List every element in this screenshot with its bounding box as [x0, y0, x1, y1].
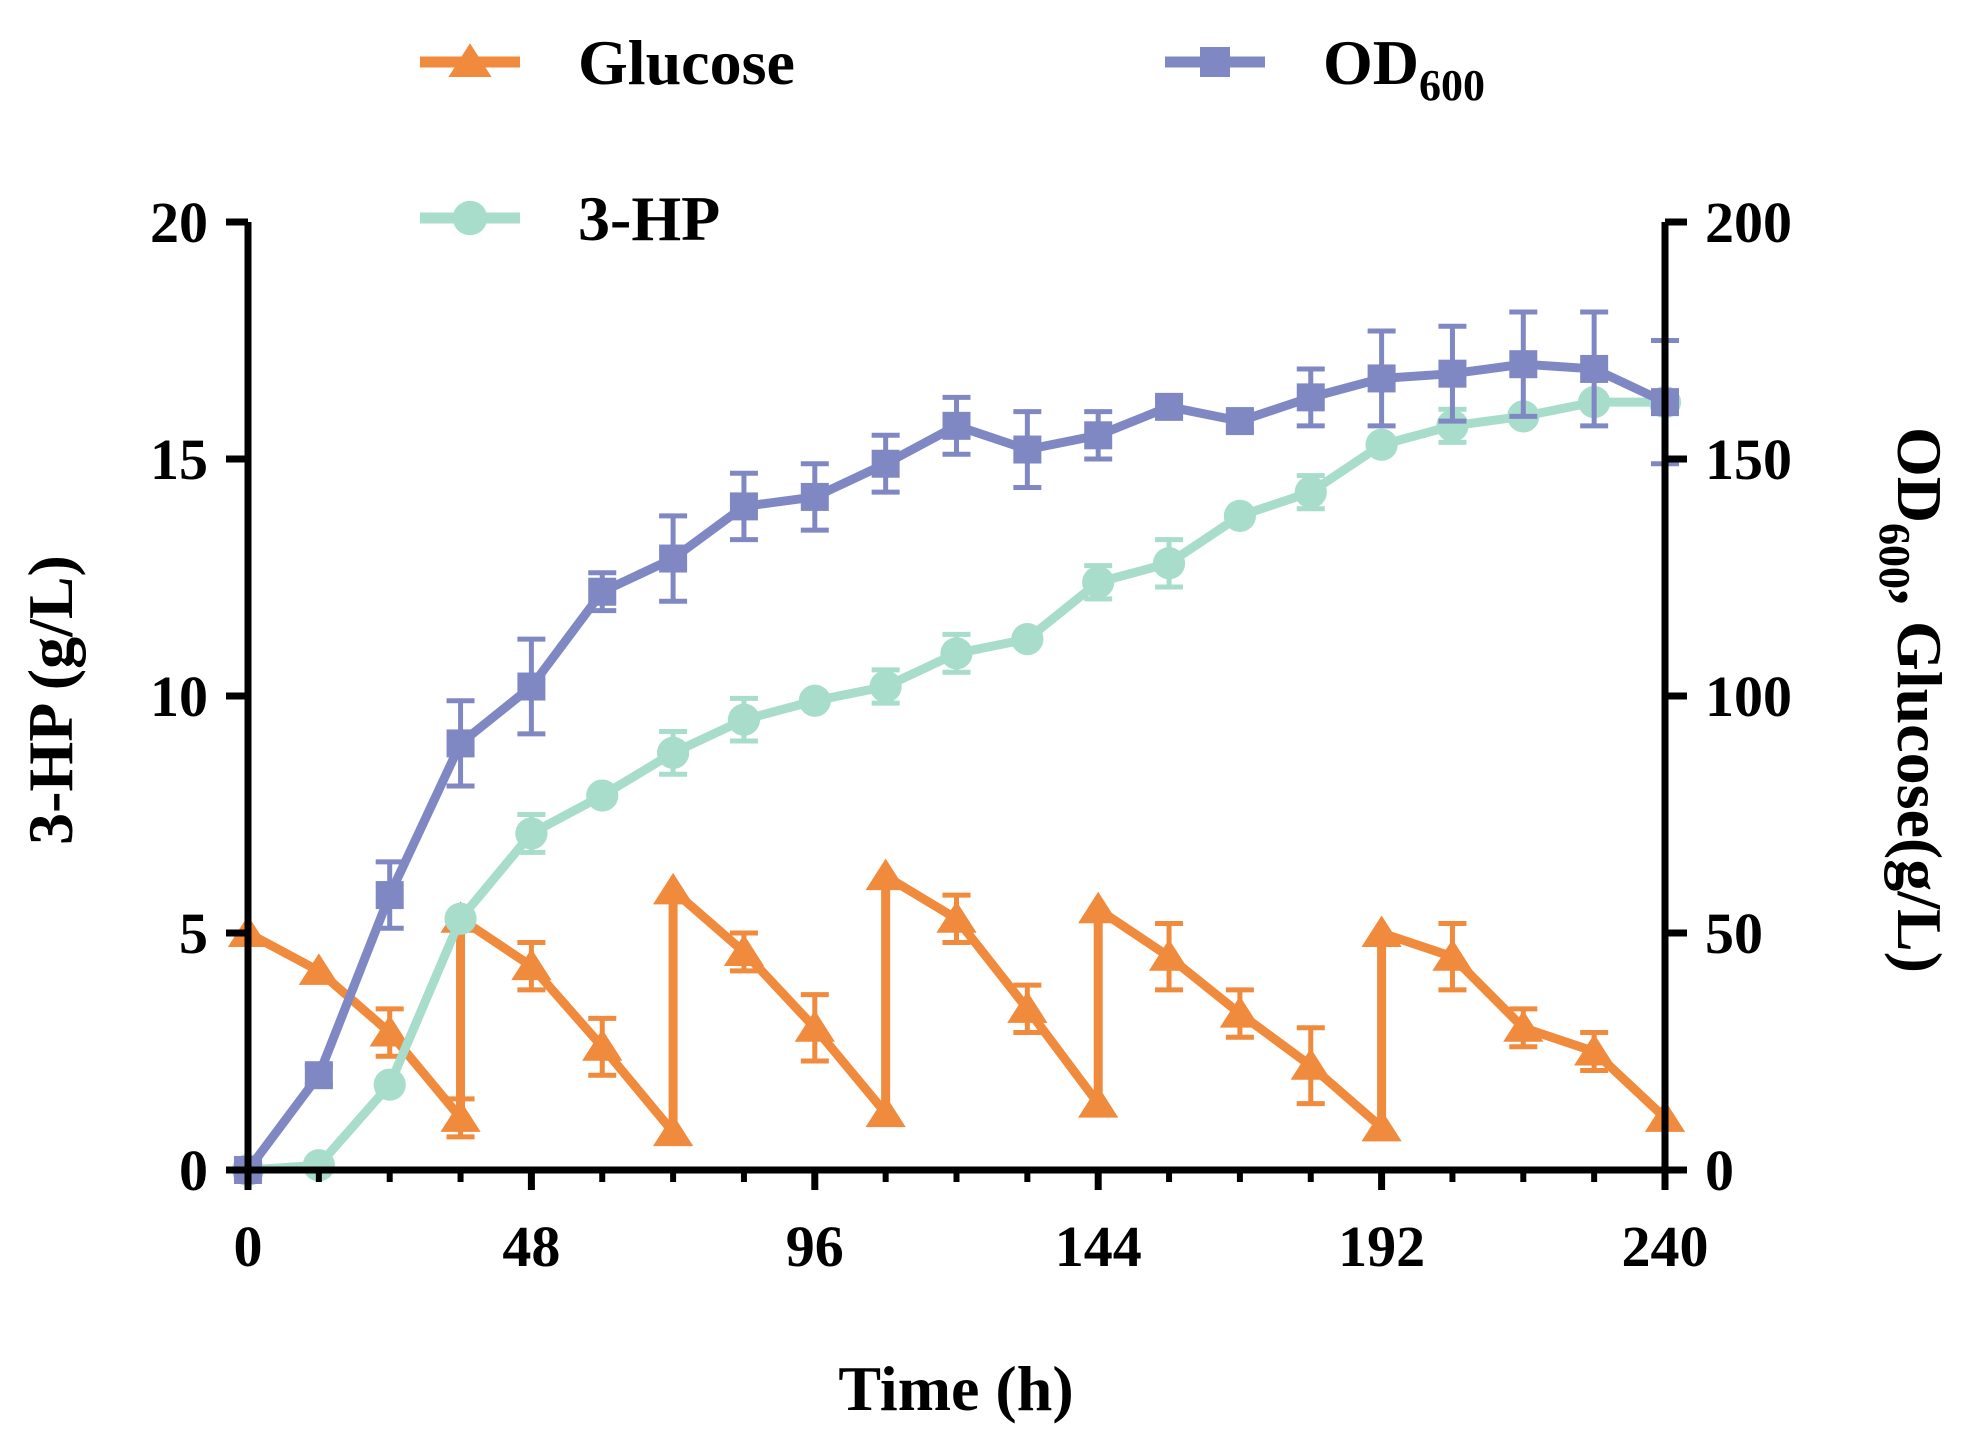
3-hp-point — [940, 637, 973, 670]
legend: Glucose OD600 3-HP — [420, 27, 1485, 254]
series-layer — [227, 309, 1686, 1187]
3-hp-point — [869, 670, 902, 703]
legend-label-subscript: 600 — [1419, 61, 1485, 110]
od600-point — [1013, 435, 1042, 464]
3-hp-point — [1223, 499, 1256, 532]
od600-point — [517, 672, 546, 701]
glucose-point — [723, 934, 765, 966]
od600-point — [729, 492, 758, 521]
legend-label-hp: 3-HP — [578, 183, 720, 254]
3-hp-point — [657, 736, 690, 769]
right-y-axis-title: OD600, Glucose(g/L) — [1870, 427, 1955, 973]
legend-item-hp: 3-HP — [420, 183, 720, 254]
od600-point — [446, 729, 475, 758]
3-hp-point — [1082, 566, 1115, 599]
3-hp-point — [727, 703, 761, 736]
glucose-point — [1148, 939, 1190, 971]
glucose-point — [1007, 991, 1048, 1023]
od600-point — [1084, 421, 1113, 450]
3-hp-point — [373, 1068, 406, 1101]
right-y-axis-title-main: OD — [1884, 427, 1955, 523]
legend-label-od600: OD600 — [1323, 27, 1485, 110]
left-y-tick-label: 5 — [179, 901, 208, 966]
glucose-point — [1078, 891, 1119, 924]
3-hp-point — [798, 684, 831, 717]
glucose-point — [794, 1010, 835, 1042]
od600-point — [1438, 359, 1467, 388]
left-y-axis-title: 3-HP (g/L) — [15, 555, 86, 845]
right-y-axis-title-rest: , Glucose(g/L) — [1884, 589, 1955, 973]
legend-item-glucose: Glucose — [420, 27, 795, 98]
od600-point — [800, 482, 829, 511]
left-y-tick-label: 10 — [150, 664, 208, 729]
od600-point — [1296, 383, 1325, 412]
3-hp-point — [515, 817, 548, 850]
glucose-point — [1361, 1109, 1402, 1142]
x-tick-label: 144 — [1055, 1214, 1142, 1279]
legend-item-od600: OD600 — [1165, 27, 1485, 110]
glucose-point — [1432, 939, 1473, 971]
od600-point — [1509, 350, 1538, 379]
left-y-tick-label: 0 — [179, 1138, 208, 1203]
glucose-point — [1503, 1010, 1544, 1042]
glucose-point — [511, 948, 552, 981]
3-hp-point — [444, 902, 477, 935]
od600-point — [1225, 407, 1254, 436]
glucose-point — [440, 1100, 481, 1132]
right-y-axis-title-sub: 600 — [1870, 523, 1919, 589]
legend-label-text: OD — [1323, 27, 1419, 98]
glucose-point — [652, 872, 694, 905]
x-tick-label: 48 — [502, 1214, 560, 1279]
3-hp-point — [1365, 428, 1398, 461]
glucose-point — [1219, 996, 1261, 1028]
series-glucose — [227, 858, 1686, 1147]
left-y-tick-label: 20 — [150, 190, 208, 255]
x-tick-label: 96 — [786, 1214, 844, 1279]
glucose-point — [1078, 1086, 1119, 1118]
legend-label-text: 3-HP — [578, 183, 720, 254]
right-y-tick-label: 100 — [1705, 664, 1792, 729]
glucose-point — [1361, 915, 1402, 947]
glucose-point — [865, 858, 906, 891]
legend-swatch-marker — [1200, 47, 1230, 77]
od600-point — [1367, 364, 1396, 393]
glucose-point — [936, 901, 977, 933]
legend-swatch-marker — [452, 200, 488, 236]
glucose-point — [298, 953, 339, 985]
od600-point — [871, 449, 900, 478]
series-3-hp — [231, 386, 1682, 1187]
od600-point — [659, 544, 688, 573]
3-hp-point — [1011, 623, 1044, 656]
glucose-point — [652, 1114, 694, 1147]
x-axis-title: Time (h) — [838, 1353, 1073, 1424]
right-y-tick-label: 150 — [1705, 427, 1792, 492]
od600-point — [1155, 392, 1184, 421]
x-tick-label: 0 — [234, 1214, 263, 1279]
legend-swatch-marker — [448, 43, 492, 77]
right-y-tick-label: 0 — [1705, 1138, 1734, 1203]
od600-point — [1580, 354, 1609, 383]
glucose-point — [582, 1029, 623, 1061]
3-hp-point — [1152, 547, 1186, 580]
od600-point — [375, 881, 404, 910]
right-y-tick-label: 200 — [1705, 190, 1792, 255]
glucose-point — [369, 1015, 410, 1047]
3-hp-point — [1294, 476, 1327, 509]
legend-label-glucose: Glucose — [578, 27, 795, 98]
glucose-point — [1574, 1034, 1615, 1066]
od600-point — [942, 411, 971, 440]
3-hp-point — [586, 779, 619, 812]
left-y-tick-label: 15 — [150, 427, 208, 492]
x-tick-label: 192 — [1338, 1214, 1425, 1279]
glucose-point — [1290, 1048, 1331, 1080]
right-y-tick-label: 50 — [1705, 901, 1763, 966]
glucose-point — [865, 1095, 906, 1128]
x-tick-label: 240 — [1622, 1214, 1709, 1279]
3-hp-point — [1436, 409, 1469, 442]
od600-point — [588, 577, 617, 606]
legend-label-text: Glucose — [578, 27, 795, 98]
od600-point — [304, 1061, 333, 1090]
